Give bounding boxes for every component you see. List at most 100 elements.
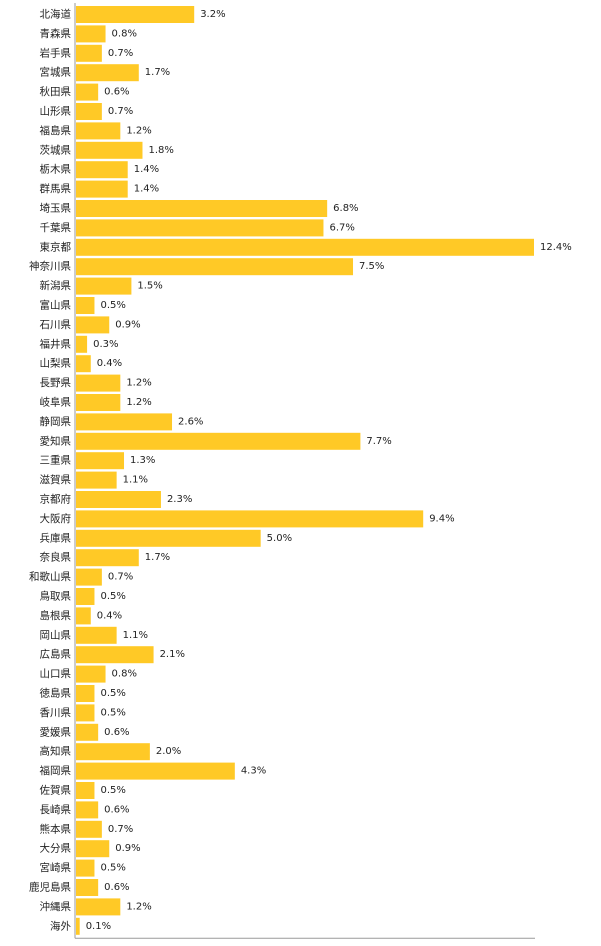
value-label-2: 0.7%	[108, 48, 133, 59]
bar-5	[76, 103, 102, 120]
bar-29	[76, 568, 102, 586]
category-labels-group: 北海道青森県岩手県宮城県秋田県山形県福島県茨城県栃木県群馬県埼玉県千葉県東京都神…	[29, 8, 71, 933]
bar-28	[76, 549, 139, 567]
category-label-5: 山形県	[40, 106, 72, 118]
bar-2	[76, 44, 102, 62]
value-label-31: 0.4%	[97, 610, 122, 621]
value-label-29: 0.7%	[108, 572, 133, 583]
value-label-18: 0.4%	[97, 358, 122, 369]
value-label-44: 0.5%	[100, 863, 125, 874]
value-label-6: 1.2%	[126, 125, 151, 136]
bar-17	[76, 335, 88, 353]
category-label-32: 岡山県	[40, 629, 72, 641]
value-label-0: 3.2%	[200, 9, 225, 20]
bar-6	[76, 122, 121, 140]
value-label-30: 0.5%	[100, 591, 125, 602]
bar-30	[76, 588, 95, 605]
bar-44	[76, 859, 95, 877]
value-label-12: 12.4%	[540, 242, 572, 253]
category-label-41: 長崎県	[40, 803, 72, 816]
value-label-26: 9.4%	[429, 513, 454, 524]
bar-13	[76, 258, 354, 276]
category-label-45: 鹿児島県	[29, 881, 71, 894]
category-label-4: 秋田県	[40, 85, 72, 98]
bar-7	[76, 141, 143, 159]
value-label-24: 1.1%	[123, 475, 148, 486]
bar-25	[76, 491, 161, 508]
category-label-34: 山口県	[40, 668, 72, 680]
category-label-26: 大阪府	[40, 512, 72, 525]
bar-41	[76, 801, 99, 819]
value-label-27: 5.0%	[267, 533, 292, 544]
category-label-30: 鳥取県	[40, 590, 72, 603]
bar-1	[76, 25, 106, 43]
bar-46	[76, 898, 121, 916]
value-label-38: 2.0%	[156, 746, 181, 757]
category-label-10: 埼玉県	[40, 202, 72, 215]
bar-3	[76, 64, 139, 82]
category-label-2: 岩手県	[40, 46, 72, 59]
category-label-27: 兵庫県	[40, 531, 72, 544]
value-label-46: 1.2%	[126, 901, 151, 912]
category-label-38: 高知県	[40, 745, 72, 758]
value-label-5: 0.7%	[108, 106, 133, 117]
value-label-28: 1.7%	[145, 552, 170, 563]
value-label-43: 0.9%	[115, 843, 140, 854]
value-label-4: 0.6%	[104, 87, 129, 98]
category-label-16: 石川県	[40, 319, 72, 331]
category-label-17: 福井県	[40, 337, 72, 350]
value-label-17: 0.3%	[93, 339, 118, 350]
value-label-45: 0.6%	[104, 882, 129, 893]
value-label-40: 0.5%	[100, 785, 125, 796]
value-label-41: 0.6%	[104, 804, 129, 815]
category-label-47: 海外	[50, 919, 71, 932]
bar-34	[76, 665, 106, 683]
category-label-11: 千葉県	[40, 221, 72, 234]
category-label-35: 徳島県	[40, 687, 72, 700]
category-label-12: 東京都	[40, 240, 72, 253]
category-label-24: 滋賀県	[40, 473, 72, 486]
bar-39	[76, 762, 235, 780]
category-label-36: 香川県	[40, 707, 72, 719]
value-label-8: 1.4%	[134, 164, 159, 175]
bar-45	[76, 879, 99, 896]
bar-23	[76, 452, 125, 470]
bar-11	[76, 219, 324, 237]
category-label-1: 青森県	[40, 27, 72, 40]
value-label-21: 2.6%	[178, 416, 203, 427]
value-label-23: 1.3%	[130, 455, 155, 466]
bar-16	[76, 316, 110, 334]
category-label-44: 宮崎県	[40, 861, 72, 874]
value-label-19: 1.2%	[126, 378, 151, 389]
category-label-33: 広島県	[40, 648, 72, 661]
category-label-20: 岐阜県	[40, 396, 72, 409]
category-label-23: 三重県	[40, 454, 72, 467]
bar-27	[76, 529, 261, 547]
bar-8	[76, 161, 128, 179]
category-label-25: 京都府	[40, 493, 72, 506]
category-label-13: 神奈川県	[29, 260, 71, 273]
value-label-42: 0.7%	[108, 824, 133, 835]
bar-0	[76, 6, 195, 23]
category-label-19: 長野県	[40, 377, 72, 389]
bar-20	[76, 394, 121, 411]
bar-15	[76, 297, 95, 314]
category-label-42: 熊本県	[40, 822, 72, 835]
bar-9	[76, 180, 128, 198]
bar-33	[76, 646, 154, 664]
category-label-6: 福島県	[40, 124, 72, 137]
value-label-22: 7.7%	[366, 436, 391, 447]
category-label-43: 大分県	[40, 842, 72, 855]
bar-36	[76, 704, 95, 722]
value-label-37: 0.6%	[104, 727, 129, 738]
value-label-1: 0.8%	[112, 28, 137, 39]
value-label-47: 0.1%	[86, 921, 111, 932]
category-label-31: 島根県	[40, 609, 72, 622]
value-label-35: 0.5%	[100, 688, 125, 699]
value-label-11: 6.7%	[329, 222, 354, 233]
bar-19	[76, 374, 121, 392]
bar-24	[76, 471, 117, 489]
value-label-20: 1.2%	[126, 397, 151, 408]
category-label-22: 愛知県	[40, 434, 72, 447]
value-label-10: 6.8%	[333, 203, 358, 214]
